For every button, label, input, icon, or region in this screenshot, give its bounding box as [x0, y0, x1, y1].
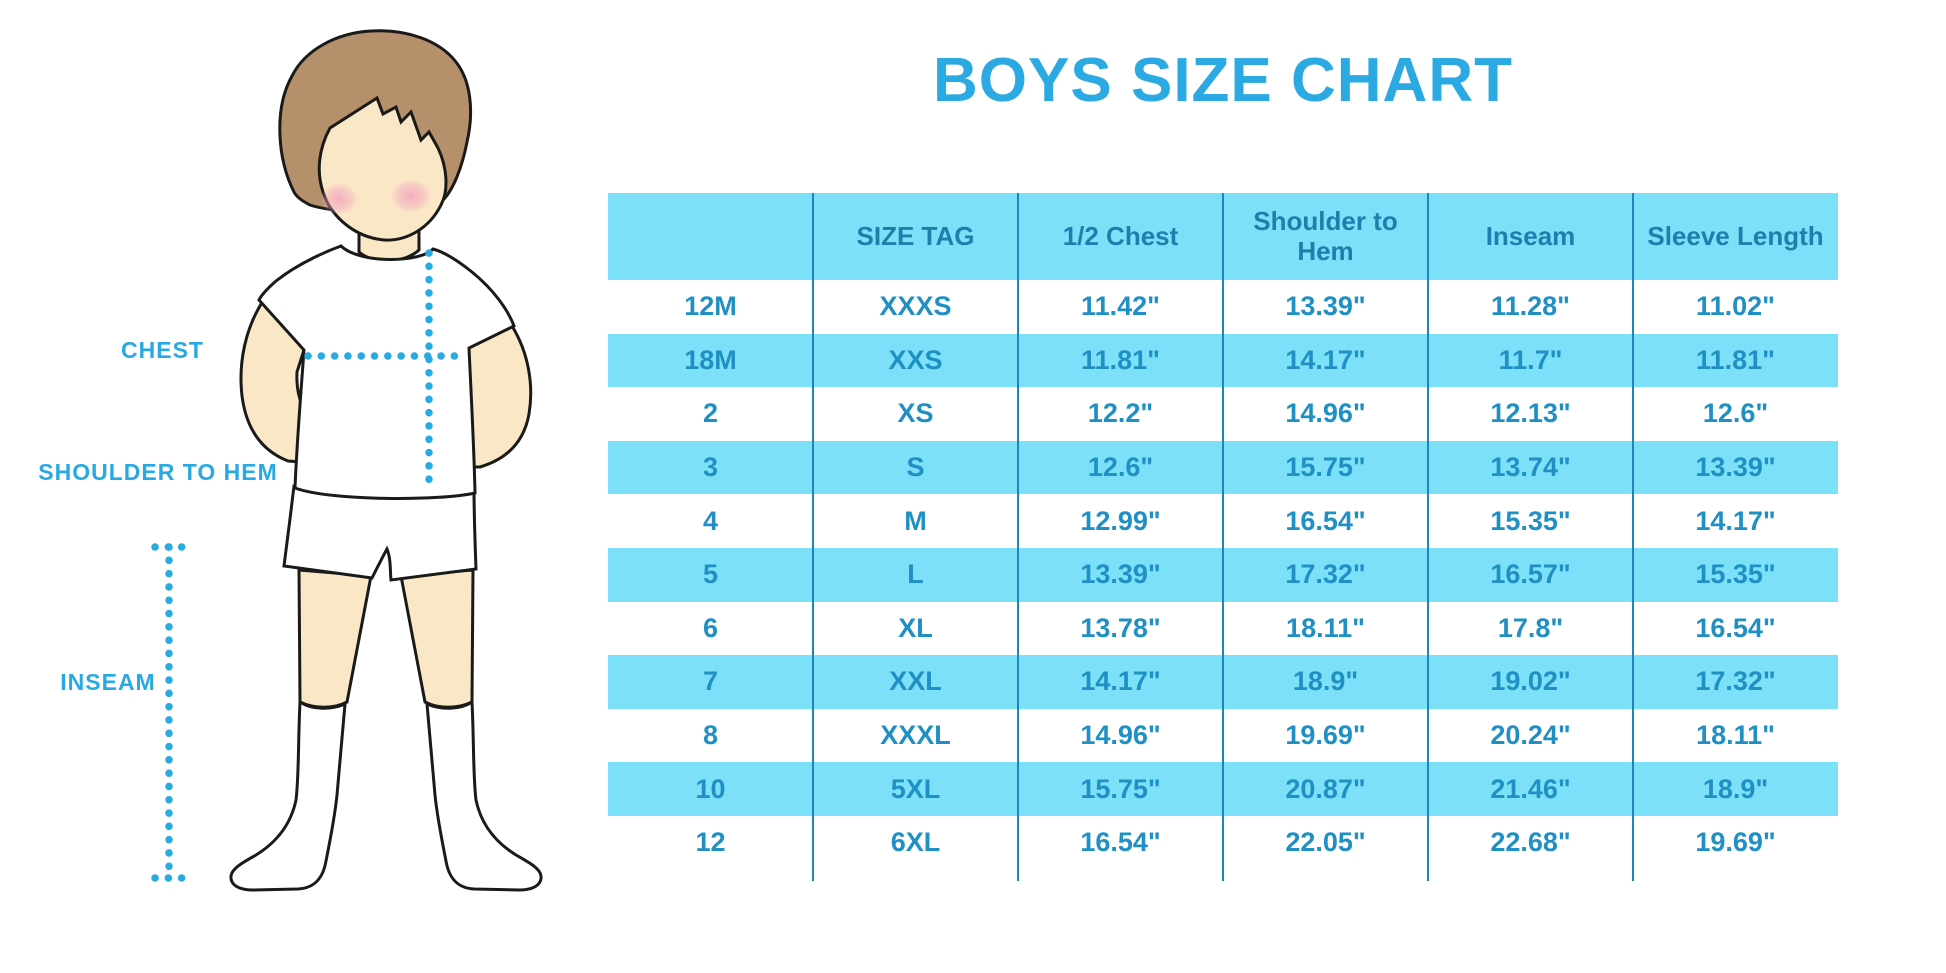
table-cell: 16.57" [1490, 559, 1571, 590]
table-cell: 15.35" [1490, 505, 1571, 536]
chest-label: CHEST [121, 337, 204, 363]
column-divider [1222, 193, 1224, 881]
table-cell: 12M [684, 291, 737, 322]
table-cell: 11.7" [1498, 344, 1563, 375]
left-sock [229, 699, 347, 892]
column-divider [1427, 193, 1429, 881]
table-cell: 13.39" [1080, 559, 1161, 590]
right-blush [390, 179, 432, 213]
table-cell: 16.54" [1695, 612, 1776, 643]
right-sock [425, 699, 543, 892]
table-cell: 17.32" [1285, 559, 1366, 590]
table-cell: 5 [702, 559, 719, 590]
shoulder-to-hem-label: SHOULDER TO HEM [38, 459, 278, 485]
table-cell: 8 [702, 720, 719, 751]
table-cell: 6XL [890, 827, 941, 858]
table-cell: 20.24" [1490, 720, 1571, 751]
column-header: Shoulder to Hem [1253, 206, 1398, 266]
table-cell: XXS [888, 344, 943, 375]
table-cell: 12.99" [1080, 505, 1161, 536]
table-cell: 14.96" [1285, 398, 1366, 429]
table-cell: 5XL [890, 773, 941, 804]
table-cell: M [904, 505, 927, 536]
table-cell: 6 [702, 612, 719, 643]
table-cell: 3 [702, 452, 719, 483]
table-cell: 22.05" [1285, 827, 1366, 858]
table-cell: 18.11" [1696, 720, 1775, 751]
column-header: Sleeve Length [1647, 220, 1824, 251]
table-cell: 4 [702, 505, 719, 536]
table-cell: S [906, 452, 925, 483]
table-cell: XL [898, 612, 933, 643]
table-cell: 7 [702, 666, 719, 697]
column-header: Inseam [1485, 220, 1576, 251]
table-cell: 14.17" [1285, 344, 1366, 375]
table-cell: 17.8" [1497, 612, 1564, 643]
table-cell: 12.13" [1490, 398, 1571, 429]
table-cell: 11.81" [1081, 344, 1160, 375]
table-cell: 12 [695, 827, 726, 858]
table-cell: 15.35" [1695, 559, 1776, 590]
table-cell: 19.69" [1285, 720, 1366, 751]
page-title: BOYS SIZE CHART [933, 46, 1513, 115]
table-cell: 14.17" [1080, 666, 1161, 697]
table-cell: XXXS [879, 291, 952, 322]
column-divider [812, 193, 814, 881]
table-cell: 15.75" [1285, 452, 1366, 483]
table-cell: 10 [695, 773, 726, 804]
column-header: SIZE TAG [856, 220, 975, 251]
table-cell: 18M [684, 344, 737, 375]
table-cell: 12.2" [1087, 398, 1154, 429]
table-cell: 11.02" [1696, 291, 1775, 322]
size-table: SIZE TAG 1/2 Chest Shoulder to Hem Inseam Sl… [608, 193, 1838, 881]
table-cell: 22.68" [1490, 827, 1571, 858]
table-cell: 2 [702, 398, 719, 429]
table-cell: XS [897, 398, 934, 429]
column-header [608, 193, 813, 280]
inseam-label: INSEAM [60, 669, 156, 695]
column-header: 1/2 Chest [1062, 220, 1179, 251]
right-thigh [399, 568, 475, 709]
left-thigh [297, 568, 373, 709]
table-cell: 14.17" [1695, 505, 1776, 536]
table-cell: 19.02" [1490, 666, 1571, 697]
table-cell: 16.54" [1285, 505, 1366, 536]
table-cell: 11.42" [1081, 291, 1160, 322]
table-cell: L [907, 559, 924, 590]
t-shirt [257, 244, 516, 500]
table-cell: 15.75" [1080, 773, 1161, 804]
table-cell: 12.6" [1087, 452, 1154, 483]
column-divider [1017, 193, 1019, 881]
table-cell: 18.9" [1292, 666, 1359, 697]
column-divider [1632, 193, 1634, 881]
table-cell: 14.96" [1080, 720, 1161, 751]
table-cell: XXL [889, 666, 942, 697]
table-cell: 12.6" [1702, 398, 1769, 429]
table-cell: 18.9" [1702, 773, 1769, 804]
shorts [282, 484, 478, 582]
table-cell: 21.46" [1490, 773, 1571, 804]
table-cell: 11.81" [1696, 344, 1775, 375]
table-cell: 19.69" [1695, 827, 1776, 858]
table-cell: 13.39" [1285, 291, 1366, 322]
table-cell: 16.54" [1080, 827, 1161, 858]
table-cell: 11.28" [1491, 291, 1570, 322]
table-cell: 20.87" [1285, 773, 1366, 804]
table-cell: 13.78" [1080, 612, 1161, 643]
table-cell: 13.74" [1490, 452, 1571, 483]
table-cell: XXXL [880, 720, 951, 751]
table-cell: 17.32" [1695, 666, 1776, 697]
left-blush [320, 183, 358, 215]
table-cell: 13.39" [1695, 452, 1776, 483]
table-cell: 18.11" [1286, 612, 1365, 643]
